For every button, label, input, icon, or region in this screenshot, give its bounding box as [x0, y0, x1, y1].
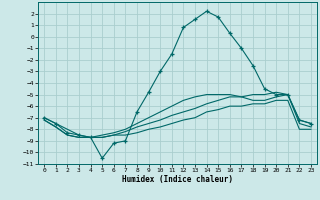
X-axis label: Humidex (Indice chaleur): Humidex (Indice chaleur)	[122, 175, 233, 184]
